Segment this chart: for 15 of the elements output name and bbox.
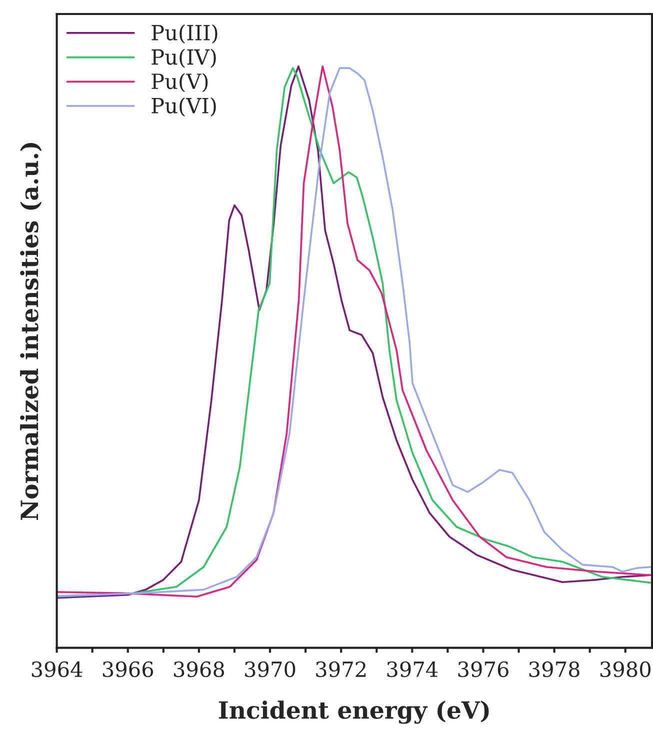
x-tick-label: 3978 (529, 661, 580, 678)
legend-label: Pu(IV) (152, 48, 216, 68)
x-tick-label: 3974 (387, 661, 438, 678)
x-tick-label: 3970 (245, 661, 296, 678)
legend-label: Pu(VI) (152, 97, 216, 116)
y-axis-title: Normalized intensities (a.u.) (20, 143, 42, 520)
x-tick-label: 3968 (174, 661, 224, 678)
x-tick-label: 3964 (32, 661, 82, 678)
legend-label: Pu(III) (152, 24, 218, 44)
x-axis-title: Incident energy (eV) (218, 700, 489, 724)
x-tick-label: 3980 (600, 661, 650, 678)
x-tick-label: 3976 (458, 661, 508, 678)
x-tick-label: 3972 (316, 661, 366, 678)
legend-label: Pu(V) (152, 73, 208, 92)
x-tick-label: 3966 (102, 661, 154, 678)
